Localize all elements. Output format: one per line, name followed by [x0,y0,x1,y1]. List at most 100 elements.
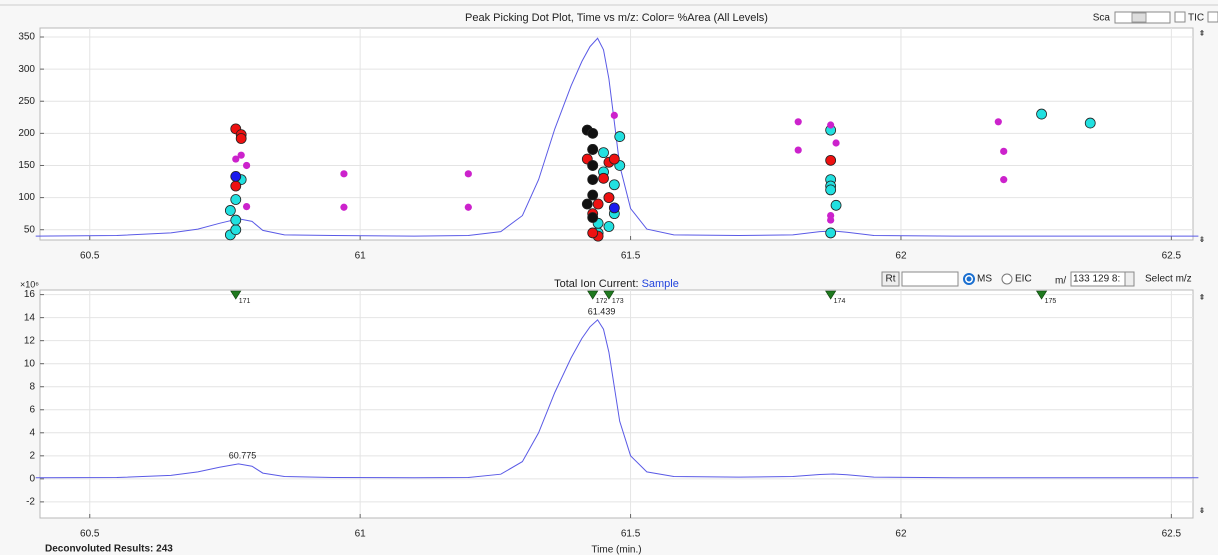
dot [825,184,837,196]
peak-marker [825,290,837,300]
y-tick-label: 350 [18,32,35,43]
x-axis-label: Time (min.) [591,545,641,555]
dot [592,198,604,210]
dot [614,131,626,142]
dot [242,161,251,170]
dot [825,227,837,239]
dot [994,118,1002,126]
mz-spinner[interactable] [1124,271,1135,287]
status-text: Deconvoluted Results: 243 [45,544,173,555]
x-tick-label: 60.5 [80,529,100,540]
peak-marker-label: 173 [612,298,624,305]
tic-label: TIC [1188,13,1204,24]
dot [794,146,802,154]
dot [230,214,242,226]
scroll-up[interactable]: ⇞ [1199,293,1206,302]
peak-marker [603,290,615,300]
eic-radio[interactable] [1001,273,1013,285]
x-tick-label: 61 [355,529,367,540]
y-multiplier: ×10⁶ [20,279,39,289]
dot [1000,147,1008,155]
y-tick-label: 4 [29,427,35,438]
scroll-up[interactable]: ⇞ [1199,29,1206,38]
dot [587,212,599,223]
dot [587,227,599,239]
dot [1000,176,1008,184]
dot [827,121,835,129]
dot [832,139,840,147]
dot [237,151,245,159]
dot [232,155,240,163]
y-tick-label: 50 [24,224,36,235]
y-tick-label: 16 [24,289,36,300]
dot [587,189,599,201]
rt-button[interactable] [881,271,900,287]
tic-line [35,319,1199,479]
dot [603,221,615,232]
tic-checkbox[interactable] [1174,11,1186,23]
dot [608,153,620,165]
y-tick-label: 12 [24,335,36,346]
mz-input-text[interactable]: 133 129 8: [1073,274,1120,285]
checkbox[interactable] [1207,11,1218,23]
y-tick-label: 150 [18,160,35,171]
peak-marker-label: 175 [1045,298,1057,305]
scroll-down[interactable]: ⇟ [1199,235,1206,244]
x-tick-label: 60.5 [80,251,100,262]
x-tick-label: 62 [895,251,907,262]
dot [235,133,247,144]
dot [587,144,599,155]
peak-marker [1036,290,1048,300]
y-tick-label: 0 [29,473,35,484]
slider-thumb[interactable] [1131,12,1147,23]
y-tick-label: 2 [29,450,35,461]
dot [340,170,348,178]
tic-overlay-line [35,37,1199,237]
rt-button-label[interactable]: Rt [886,274,896,285]
dot [825,154,837,166]
peak-marker [587,290,599,300]
dot [242,202,251,211]
x-tick-label: 61 [355,251,367,262]
y-tick-label: 250 [18,96,35,107]
select-mz-button[interactable]: Select m/z [1145,274,1192,285]
dot [1036,108,1047,120]
dot [587,160,599,171]
peak-marker-label: 172 [596,298,608,305]
dot [794,118,802,126]
x-tick-label: 62.5 [1162,529,1182,540]
peak-label: 60.775 [229,450,257,460]
dot [587,127,599,139]
y-tick-label: 10 [24,358,36,369]
dot [587,174,599,186]
dot [830,199,842,211]
chart-title: Peak Picking Dot Plot, Time vs m/z: Colo… [465,12,768,24]
ms-label: MS [977,274,992,285]
y-tick-label: 200 [18,128,35,139]
y-tick-label: 6 [29,404,35,415]
dot [610,111,618,119]
peak-marker [230,290,242,300]
dot [598,147,609,159]
dot [464,170,472,178]
dot [230,194,242,205]
dot [603,192,615,204]
sample-name: Sample [642,278,679,290]
dot [827,216,835,224]
dot [230,224,242,236]
dot [230,180,242,192]
dot [598,172,609,184]
dot [224,205,236,216]
charts: 60.5 61 61.5 62 62.550100150200250300350Peak… [18,12,1199,555]
scroll-down[interactable]: ⇟ [1199,506,1206,515]
dot [608,179,620,191]
dot [230,170,242,182]
scale-label: Sca [1093,13,1111,24]
ms-radio-dot [966,276,972,282]
rt-input[interactable] [901,271,959,287]
x-tick-label: 62 [895,529,907,540]
eic-label: EIC [1015,274,1032,285]
peak-marker-label: 171 [239,298,251,305]
y-tick-label: -2 [26,497,35,508]
